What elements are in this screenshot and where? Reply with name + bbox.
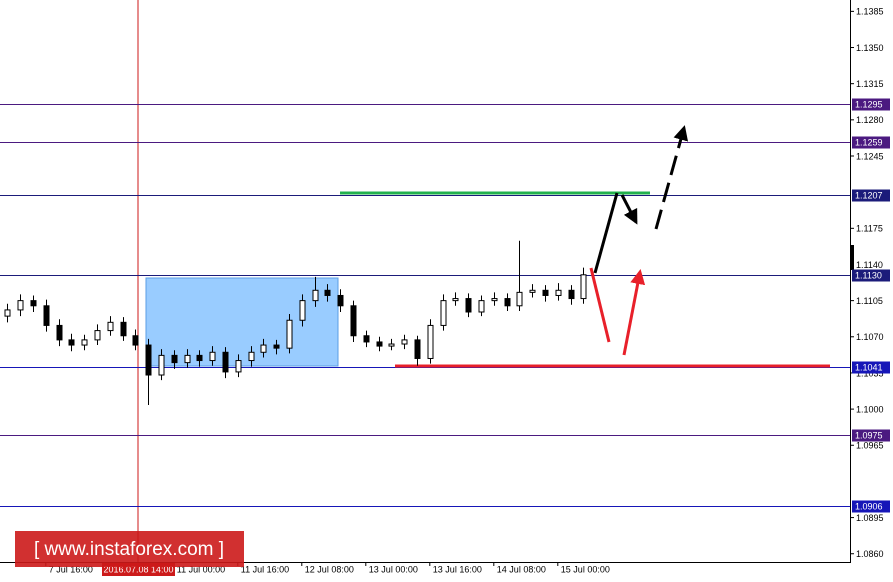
candle-body	[171, 354, 178, 364]
x-tick-label: 13 Jul 16:00	[433, 564, 482, 574]
range-box	[145, 277, 339, 367]
candle-body	[299, 300, 306, 321]
crosshair-label: 2016.07.08 14:00	[103, 564, 173, 574]
y-tick-label: 1.1175	[856, 224, 883, 234]
candle-body	[17, 300, 24, 311]
x-tick-label: 15 Jul 00:00	[561, 564, 610, 574]
level-label-box	[852, 429, 890, 442]
x-tick-label: 7 Jul 16:00	[49, 564, 93, 574]
candle-body	[504, 298, 511, 307]
candle-body	[286, 319, 293, 349]
candle-body	[568, 289, 575, 300]
y-tick-label: 1.0965	[856, 441, 884, 451]
candle-body	[491, 298, 498, 302]
candle-body	[68, 339, 75, 346]
forecast-arrows	[589, 125, 689, 356]
y-tick-label: 1.0895	[856, 513, 884, 523]
y-tick-label: 1.1000	[856, 404, 884, 414]
candle-body	[555, 289, 562, 296]
y-tick-label: 1.1350	[856, 43, 884, 53]
level-label-box	[852, 189, 890, 202]
candle-body	[452, 298, 459, 302]
candle-body	[440, 300, 447, 326]
candle-body	[516, 291, 523, 307]
candle-body	[56, 324, 63, 341]
candle-body	[94, 330, 101, 341]
candle-body	[158, 354, 165, 376]
candle-body	[273, 344, 280, 349]
candle-body	[312, 289, 319, 302]
level-label: 1.1041	[855, 362, 883, 372]
arrow	[620, 194, 638, 225]
level-label-box	[852, 500, 890, 513]
arrow	[654, 125, 689, 230]
arrow	[622, 269, 646, 356]
candles	[4, 240, 587, 405]
x-tick-label: 12 Jul 08:00	[305, 564, 354, 574]
watermark: [ www.instaforex.com ]	[34, 539, 224, 560]
price-marker	[851, 245, 854, 270]
x-tick-label: 11 Jul 00:00	[177, 564, 225, 574]
level-label-box	[852, 98, 890, 111]
candle-body	[43, 305, 50, 326]
x-tick-label: 14 Jul 08:00	[497, 564, 546, 574]
arrow	[593, 192, 619, 274]
candle-body	[107, 321, 114, 332]
y-tick-label: 1.1280	[856, 115, 884, 125]
level-label-box	[852, 269, 890, 282]
candle-body	[478, 300, 485, 313]
candle-body	[542, 289, 549, 296]
x-tick-label: 11 Jul 16:00	[241, 564, 289, 574]
candle-body	[350, 305, 357, 337]
candle-body	[260, 344, 267, 353]
watermark-box	[15, 531, 244, 567]
level-label: 1.1130	[855, 270, 882, 280]
level-label: 1.1207	[855, 190, 883, 200]
candle-body	[196, 354, 203, 362]
candle-body	[30, 300, 37, 307]
y-tick-label: 1.0860	[856, 549, 884, 559]
candle-body	[132, 335, 139, 346]
candle-body	[222, 351, 229, 373]
y-tick-label: 1.1140	[856, 260, 883, 270]
candle-body	[465, 298, 472, 313]
level-label: 1.1259	[855, 137, 883, 147]
candle-body	[184, 354, 191, 364]
level-label: 1.0975	[855, 430, 883, 440]
candle-body	[337, 294, 344, 307]
candle-body	[209, 351, 216, 362]
y-tick-label: 1.1105	[856, 296, 883, 306]
level-label: 1.1295	[855, 99, 883, 109]
levels	[0, 104, 850, 507]
candle-body	[235, 360, 242, 373]
y-tick-label: 1.1385	[856, 7, 884, 17]
arrow	[589, 267, 611, 343]
candle-body	[248, 351, 255, 362]
candle-body	[376, 341, 383, 347]
candle-body	[388, 343, 395, 347]
y-tick-label: 1.1245	[856, 151, 884, 161]
candle-body	[414, 339, 421, 359]
candle-body	[4, 309, 11, 317]
level-label: 1.0906	[855, 501, 883, 511]
y-tick-label: 1.1070	[856, 332, 884, 342]
candle-body	[427, 324, 434, 359]
price-axis-panel	[850, 0, 893, 582]
candle-body	[580, 274, 587, 300]
candle-body	[120, 321, 127, 337]
candle-body	[363, 335, 370, 343]
level-label-box	[852, 361, 890, 374]
candle-body	[81, 339, 88, 346]
y-tick-label: 1.1315	[856, 79, 884, 89]
x-tick-label: 13 Jul 00:00	[369, 564, 418, 574]
candle-body	[324, 289, 331, 296]
candle-body	[145, 344, 152, 376]
level-label-box	[852, 136, 890, 149]
candle-body	[529, 289, 536, 293]
candle-body	[401, 339, 408, 345]
